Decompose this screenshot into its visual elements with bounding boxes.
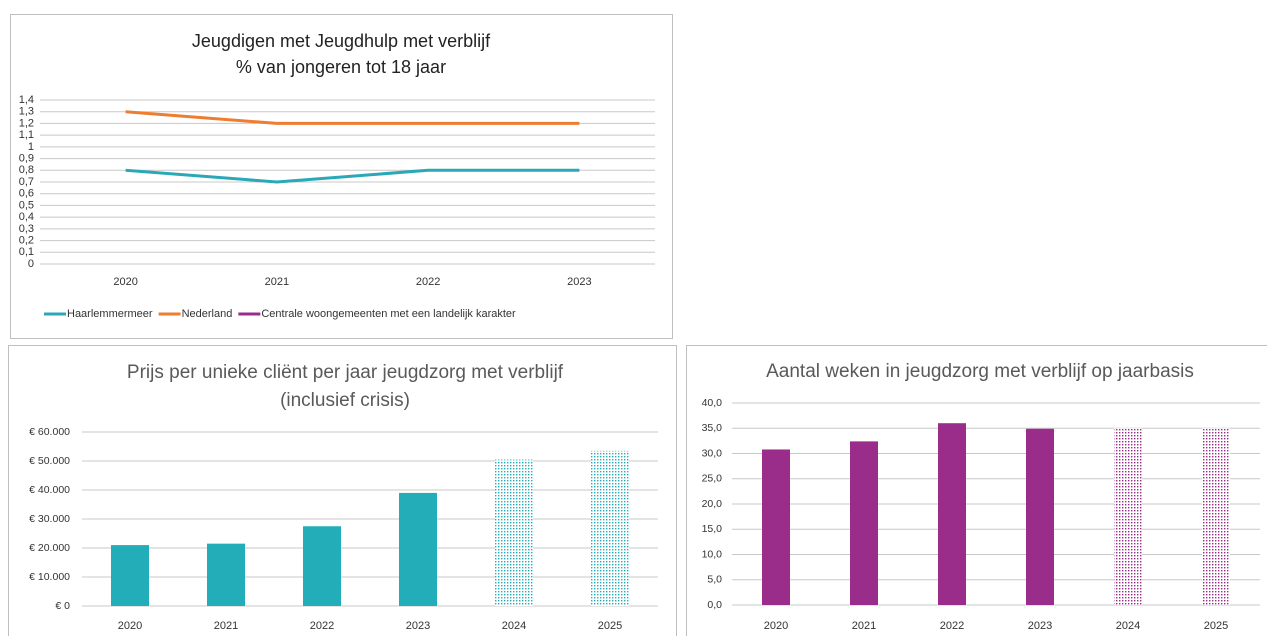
y-tick-label: 25,0 xyxy=(702,473,723,485)
y-tick-label: 0,2 xyxy=(19,234,34,246)
y-tick-label: 10,0 xyxy=(702,548,723,560)
y-tick-label: 0,0 xyxy=(707,599,722,611)
bar xyxy=(591,450,629,606)
chart-title: Prijs per unieke cliënt per jaar jeugdzo… xyxy=(127,362,564,383)
line-series xyxy=(125,168,580,184)
x-tick-label: 2022 xyxy=(940,620,964,632)
x-tick-label: 2021 xyxy=(265,276,289,288)
legend-label: Haarlemmermeer xyxy=(67,308,153,320)
y-tick-label: 0,5 xyxy=(19,199,34,211)
x-tick-label: 2023 xyxy=(567,276,591,288)
y-tick-label: 1,4 xyxy=(19,94,34,106)
chart-title: % van jongeren tot 18 jaar xyxy=(236,57,446,77)
y-tick-label: 0 xyxy=(28,258,34,270)
y-tick-label: 0,4 xyxy=(19,211,34,223)
x-tick-label: 2023 xyxy=(1028,620,1052,632)
bar xyxy=(207,543,245,606)
y-tick-label: 0,1 xyxy=(19,246,34,258)
y-tick-label: 0,3 xyxy=(19,223,34,235)
bar xyxy=(111,545,149,606)
y-tick-label: 5,0 xyxy=(707,574,722,586)
x-tick-label: 2024 xyxy=(502,620,526,632)
y-tick-label: € 20.000 xyxy=(29,542,70,554)
bar xyxy=(938,423,966,605)
legend-label: Centrale woongemeenten met een landelijk… xyxy=(261,308,516,320)
x-tick-label: 2022 xyxy=(416,276,440,288)
bar xyxy=(303,526,341,606)
y-tick-label: € 60.000 xyxy=(29,426,70,438)
bar xyxy=(762,449,790,605)
legend-label: Nederland xyxy=(182,308,233,320)
x-tick-label: 2022 xyxy=(310,620,334,632)
y-tick-label: 1,2 xyxy=(19,117,34,129)
x-tick-label: 2021 xyxy=(852,620,876,632)
y-tick-label: 0,7 xyxy=(19,176,34,188)
y-tick-label: 0,9 xyxy=(19,152,34,164)
y-tick-label: 20,0 xyxy=(702,498,723,510)
y-tick-label: € 30.000 xyxy=(29,513,70,525)
y-tick-label: € 50.000 xyxy=(29,455,70,467)
x-tick-label: 2025 xyxy=(598,620,622,632)
x-tick-label: 2021 xyxy=(214,620,238,632)
y-tick-label: 40,0 xyxy=(702,397,723,409)
x-tick-label: 2020 xyxy=(764,620,788,632)
y-tick-label: 30,0 xyxy=(702,447,723,459)
y-tick-label: 35,0 xyxy=(702,422,723,434)
line-series xyxy=(125,110,580,125)
y-tick-label: 1,1 xyxy=(19,129,34,141)
y-tick-label: € 40.000 xyxy=(29,484,70,496)
y-tick-label: 1 xyxy=(28,141,34,153)
y-tick-label: € 10.000 xyxy=(29,571,70,583)
x-tick-label: 2020 xyxy=(113,276,137,288)
bar xyxy=(1202,428,1230,605)
x-tick-label: 2024 xyxy=(1116,620,1140,632)
y-tick-label: 1,3 xyxy=(19,106,34,118)
x-tick-label: 2025 xyxy=(1204,620,1228,632)
chart-title: Jeugdigen met Jeugdhulp met verblijf xyxy=(192,31,491,51)
y-tick-label: 15,0 xyxy=(702,523,723,535)
bar xyxy=(1114,428,1142,605)
y-tick-label: 0,6 xyxy=(19,188,34,200)
x-tick-label: 2023 xyxy=(406,620,430,632)
bar xyxy=(495,459,533,606)
y-tick-label: 0,8 xyxy=(19,164,34,176)
bar xyxy=(1026,428,1054,605)
bar xyxy=(850,441,878,605)
chart-title: (inclusief crisis) xyxy=(280,390,410,411)
x-tick-label: 2020 xyxy=(118,620,142,632)
bar xyxy=(399,492,437,606)
y-tick-label: € 0 xyxy=(55,600,70,612)
chart-title: Aantal weken in jeugdzorg met verblijf o… xyxy=(766,361,1194,382)
